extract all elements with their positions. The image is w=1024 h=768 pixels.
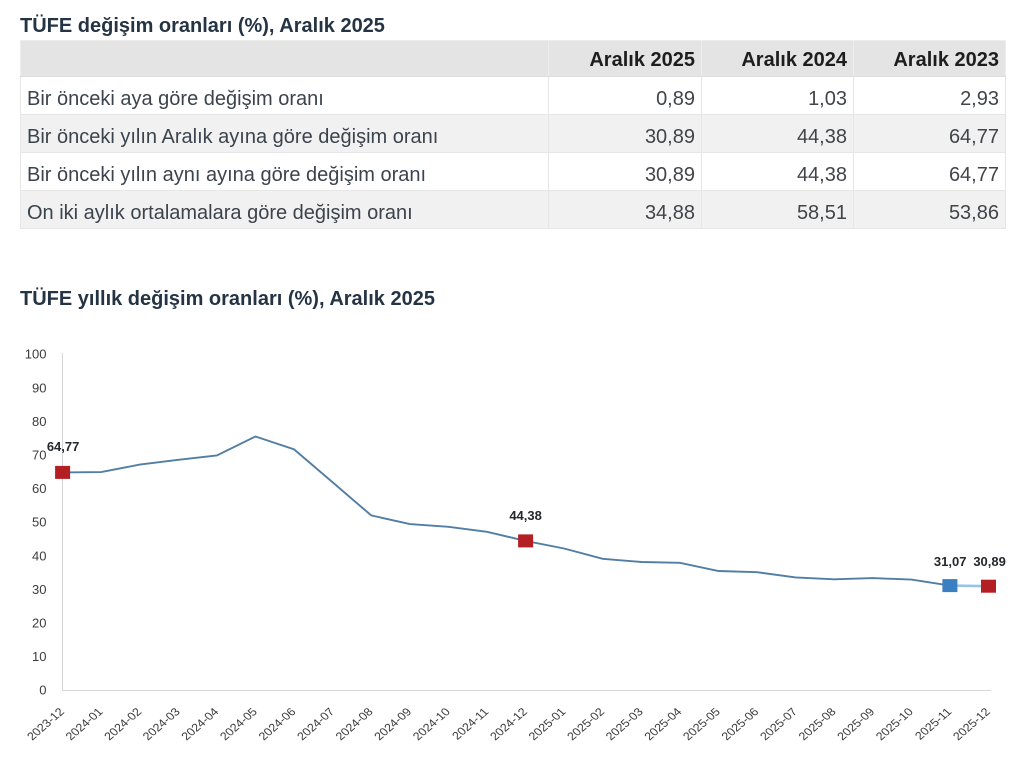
svg-text:2024-02: 2024-02 bbox=[101, 705, 144, 743]
svg-text:2025-09: 2025-09 bbox=[834, 705, 878, 743]
svg-text:2024-06: 2024-06 bbox=[255, 705, 299, 743]
svg-text:2025-10: 2025-10 bbox=[873, 705, 917, 743]
svg-text:2024-12: 2024-12 bbox=[487, 705, 530, 743]
svg-text:100: 100 bbox=[25, 347, 47, 362]
svg-text:2025-03: 2025-03 bbox=[603, 705, 647, 743]
svg-text:2024-03: 2024-03 bbox=[140, 705, 184, 743]
svg-text:10: 10 bbox=[32, 649, 46, 664]
svg-text:60: 60 bbox=[32, 481, 46, 496]
svg-text:2024-07: 2024-07 bbox=[294, 705, 337, 743]
svg-text:2024-10: 2024-10 bbox=[410, 705, 454, 743]
svg-text:2024-11: 2024-11 bbox=[449, 705, 492, 742]
svg-text:2024-08: 2024-08 bbox=[332, 705, 376, 743]
svg-text:2024-05: 2024-05 bbox=[217, 705, 261, 743]
svg-text:2025-07: 2025-07 bbox=[757, 705, 800, 743]
svg-text:64,77: 64,77 bbox=[47, 439, 80, 454]
svg-text:2025-06: 2025-06 bbox=[718, 705, 762, 743]
svg-text:2025-02: 2025-02 bbox=[564, 705, 607, 743]
svg-text:2025-05: 2025-05 bbox=[680, 705, 724, 743]
svg-text:80: 80 bbox=[32, 414, 46, 429]
svg-text:2025-08: 2025-08 bbox=[795, 705, 839, 743]
svg-text:0: 0 bbox=[39, 683, 46, 698]
svg-text:40: 40 bbox=[32, 548, 46, 563]
svg-text:44,38: 44,38 bbox=[509, 508, 542, 523]
svg-text:50: 50 bbox=[32, 515, 46, 530]
svg-text:2024-09: 2024-09 bbox=[371, 705, 415, 743]
svg-text:2025-11: 2025-11 bbox=[912, 705, 955, 742]
svg-text:2025-12: 2025-12 bbox=[950, 705, 993, 743]
svg-text:2025-04: 2025-04 bbox=[641, 705, 685, 743]
svg-text:2024-04: 2024-04 bbox=[178, 705, 222, 743]
svg-text:2024-01: 2024-01 bbox=[62, 705, 106, 743]
svg-text:90: 90 bbox=[32, 380, 46, 395]
svg-text:70: 70 bbox=[32, 448, 46, 463]
svg-text:2023-12: 2023-12 bbox=[24, 705, 67, 743]
svg-text:20: 20 bbox=[32, 616, 46, 631]
svg-text:31,07: 31,07 bbox=[934, 554, 967, 569]
svg-text:30,89: 30,89 bbox=[973, 554, 1006, 569]
svg-text:2025-01: 2025-01 bbox=[525, 705, 569, 743]
svg-text:30: 30 bbox=[32, 582, 46, 597]
